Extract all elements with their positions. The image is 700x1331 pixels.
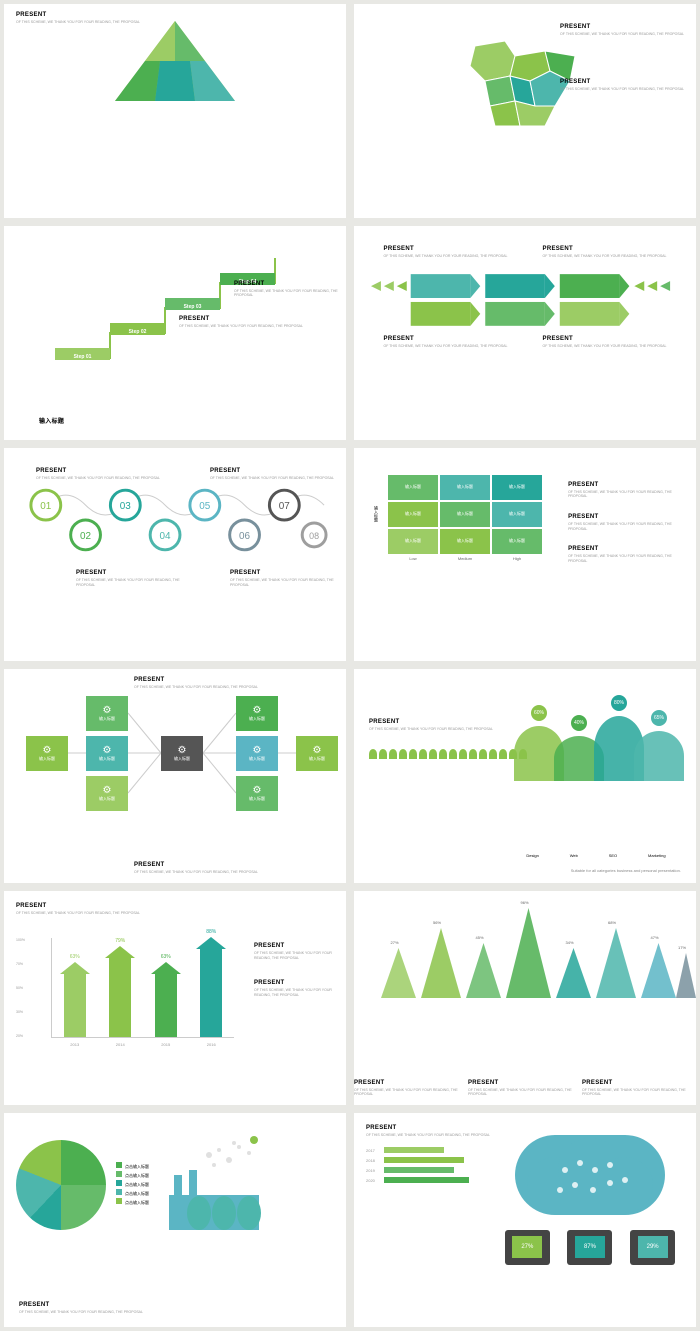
svg-text:01: 01 (40, 501, 52, 512)
slide-org: PRESENTOF THIS SCHEME, WE THANK YOU FOR … (4, 669, 346, 883)
staircase: Step 01 Step 02 Step 03 Step 04 (35, 248, 315, 368)
circle-chain: 01 02 03 04 05 06 07 08 (16, 480, 334, 560)
bell-peaks: 60%40%80%65% (514, 701, 684, 781)
arrow-bars: 63%201379%201463%201588%2016 (51, 938, 234, 1038)
puzzle-pyramid (105, 16, 245, 106)
slide-arrows: PRESENTOF THIS SCHEME, WE THANK YOU FOR … (354, 226, 696, 440)
slide-circles: PRESENTOF THIS SCHEME, WE THANK YOU FOR … (4, 448, 346, 662)
svg-text:08: 08 (309, 531, 319, 541)
slide-spikes: 27%56%45%96%34%68%47%17% PRESENTOF THIS … (354, 891, 696, 1105)
slide-peaks: PRESENTOF THIS SCHEME, WE THANK YOU FOR … (354, 669, 696, 883)
people-icons (369, 749, 527, 759)
spike-chart: 27%56%45%96%34%68%47%17% (366, 913, 684, 1023)
pie-chart (16, 1140, 106, 1230)
slide-cloud: PRESENTOF THIS SCHEME, WE THANK YOU FOR … (354, 1113, 696, 1327)
slide-pie: 点击输入标题点击输入标题点击输入标题点击输入标题点击输入标题 PRESENTOF… (4, 1113, 346, 1327)
slide-map: PRESENTOF THIS SCHEME, WE THANK YOU FOR … (354, 4, 696, 218)
svg-text:07: 07 (279, 501, 291, 512)
heading: PRESENT (16, 12, 140, 18)
svg-text:06: 06 (239, 531, 251, 542)
org-chart: ⚙输入标题⚙输入标题⚙输入标题⚙输入标题⚙输入标题⚙输入标题⚙输入标题⚙输入标题… (16, 681, 334, 821)
slide-steps: Step 01 Step 02 Step 03 Step 04 输入标题 PRE… (4, 226, 346, 440)
slide-bars: PRESENTOF THIS SCHEME, WE THANK YOU FOR … (4, 891, 346, 1105)
slide-matrix: 输入标题输入标题输入标题输入标题输入标题输入标题输入标题输入标题输入标题输入标题… (354, 448, 696, 662)
hbar-chart: 2017201820192020 (366, 1147, 496, 1183)
arrow-flow (366, 266, 684, 326)
matrix-grid: 输入标题输入标题输入标题输入标题输入标题输入标题输入标题输入标题输入标题输入标题… (366, 475, 553, 571)
slide-puzzle: PRESENT OF THIS SCHEME, WE THANK YOU FOR … (4, 4, 346, 218)
factory-icon (159, 1135, 269, 1235)
device-row: 27%87%29% (496, 1230, 684, 1265)
subtext: OF THIS SCHEME, WE THANK YOU FOR YOUR RE… (16, 20, 140, 25)
cloud-icon (515, 1135, 665, 1215)
svg-text:05: 05 (199, 501, 211, 512)
svg-text:04: 04 (160, 531, 172, 542)
svg-text:02: 02 (80, 531, 92, 542)
svg-text:03: 03 (120, 501, 132, 512)
